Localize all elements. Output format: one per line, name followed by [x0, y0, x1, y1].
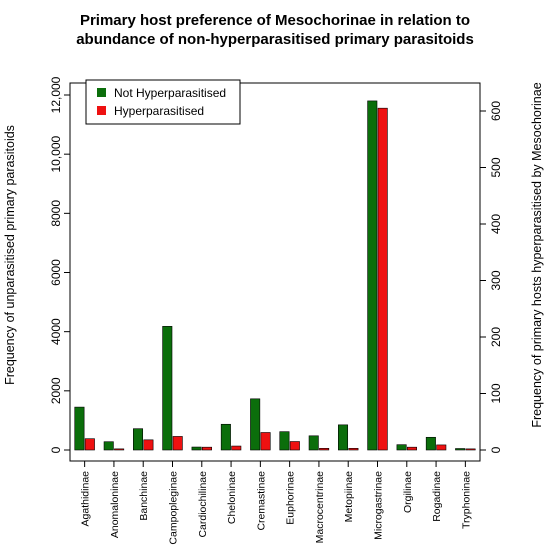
bar-hyperparasitised-rogadinae: [436, 444, 447, 451]
x-tick-label: Campopleginae: [168, 471, 180, 545]
bar-hyperparasitised-orgilinae: [406, 446, 417, 451]
x-tick-label: Cheloninae: [226, 471, 238, 524]
bar-hyperparasitised-agathidinae: [84, 438, 95, 451]
right-tick-label: 600: [489, 101, 503, 121]
legend: Not Hyperparasitised Hyperparasitised: [85, 79, 241, 125]
right-tick-label: 400: [489, 214, 503, 234]
bar-not-hyperparasitised-euphorinae: [279, 431, 290, 451]
x-tick-label: Cardiochilinae: [197, 471, 209, 538]
bar-not-hyperparasitised-cardiochilinae: [191, 446, 202, 451]
bars: [74, 100, 476, 451]
plot-frame: [69, 82, 481, 462]
bar-hyperparasitised-anomaloninae: [114, 448, 125, 451]
bar-hyperparasitised-banchinae: [143, 439, 154, 451]
bar-not-hyperparasitised-agathidinae: [74, 406, 85, 451]
legend-swatch-not-hyperparasitised: [97, 88, 106, 97]
bar-hyperparasitised-campopleginae: [172, 436, 183, 451]
bar-not-hyperparasitised-macrocentrinae: [308, 435, 319, 451]
bar-not-hyperparasitised-tryphoninae: [455, 448, 466, 451]
right-tick-label: 200: [489, 327, 503, 347]
right-tick-label: 100: [489, 383, 503, 403]
x-tick-label: Orgilinae: [402, 471, 414, 513]
x-tick-label: Agathidinae: [80, 471, 92, 527]
x-tick-label: Euphorinae: [285, 471, 297, 525]
bar-hyperparasitised-cheloninae: [231, 445, 242, 451]
left-tick-label: 10,000: [49, 135, 63, 172]
legend-label-hyperparasitised: Hyperparasitised: [114, 104, 204, 118]
bar-hyperparasitised-metopiinae: [348, 448, 359, 451]
x-tick-label: Rogadinae: [431, 471, 443, 522]
bar-hyperparasitised-tryphoninae: [465, 448, 476, 451]
bar-not-hyperparasitised-cheloninae: [220, 423, 231, 451]
legend-box: [85, 79, 241, 125]
x-tick-label: Metopiinae: [343, 471, 355, 523]
bar-not-hyperparasitised-microgastrinae: [367, 100, 378, 451]
bar-hyperparasitised-macrocentrinae: [319, 448, 330, 451]
legend-swatch-hyperparasitised: [97, 106, 106, 115]
x-axis: Agathidinae Anomaloninae Banchinae Campople…: [80, 461, 472, 545]
left-tick-label: 8000: [49, 200, 63, 227]
chart-title-line-2: abundance of non-hyperparasitised primar…: [76, 31, 474, 48]
left-tick-label: 6000: [49, 259, 63, 286]
left-tick-label: 2000: [49, 377, 63, 404]
x-tick-label: Tryphoninae: [460, 471, 472, 529]
bar-hyperparasitised-microgastrinae: [377, 107, 388, 451]
right-tick-label: 300: [489, 270, 503, 290]
bar-not-hyperparasitised-rogadinae: [425, 436, 436, 451]
x-tick-label: Macrocentrinae: [314, 471, 326, 544]
x-tick-label: Banchinae: [138, 471, 150, 521]
chart-title-line-1: Primary host preference of Mesochorinae …: [80, 12, 470, 29]
left-tick-label: 4000: [49, 318, 63, 345]
legend-label-not-hyperparasitised: Not Hyperparasitised: [114, 86, 226, 100]
bar-hyperparasitised-euphorinae: [289, 441, 300, 451]
x-tick-label: Microgastrinae: [373, 471, 385, 540]
bar-hyperparasitised-cremastinae: [260, 432, 271, 451]
bar-not-hyperparasitised-anomaloninae: [103, 441, 114, 451]
bar-hyperparasitised-cardiochilinae: [201, 446, 212, 451]
right-axis-label: Frequency of primary hosts hyperparasiti…: [530, 82, 544, 427]
bar-not-hyperparasitised-metopiinae: [338, 424, 349, 451]
left-tick-label: 12,000: [49, 76, 63, 113]
x-tick-label: Cremastinae: [255, 471, 267, 531]
bar-not-hyperparasitised-orgilinae: [396, 444, 407, 451]
bar-not-hyperparasitised-banchinae: [133, 428, 144, 451]
right-y-axis: 0 100 200 300 400 500 600: [480, 101, 503, 453]
bar-not-hyperparasitised-campopleginae: [162, 326, 173, 451]
right-tick-label: 500: [489, 157, 503, 177]
plot-area: [69, 82, 481, 462]
x-tick-label: Anomaloninae: [109, 471, 121, 538]
left-axis-label: Frequency of unparasitised primary paras…: [3, 125, 17, 385]
left-tick-label: 0: [49, 446, 63, 453]
bar-not-hyperparasitised-cremastinae: [250, 398, 261, 451]
left-y-axis: 0 2000 4000 6000 8000 10,000 12,000: [49, 76, 70, 453]
right-tick-label: 0: [489, 446, 503, 453]
